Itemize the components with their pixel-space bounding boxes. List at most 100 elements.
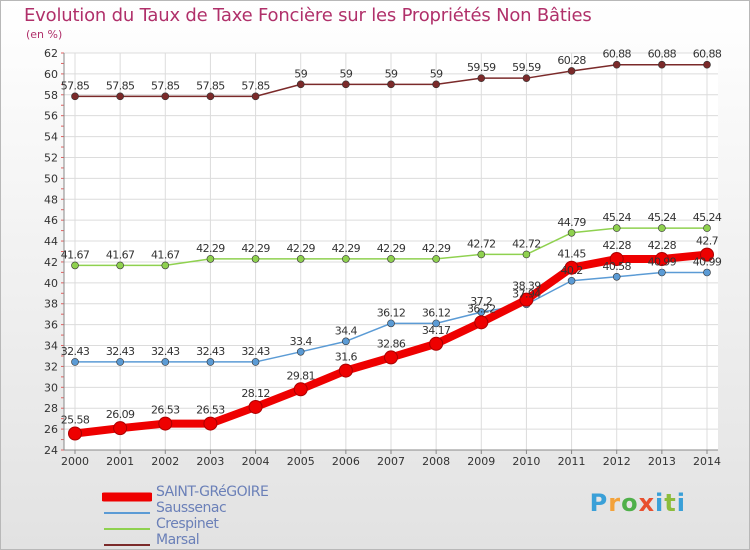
data-label: 37.2 [470, 295, 492, 308]
data-label: 31.6 [335, 351, 358, 364]
data-label: 45.24 [602, 211, 631, 224]
x-tick-label: 2002 [151, 455, 179, 468]
data-point [564, 260, 579, 275]
y-tick-label: 24 [44, 444, 58, 457]
data-label: 32.43 [106, 345, 135, 358]
data-point [203, 416, 218, 431]
data-point [116, 92, 124, 101]
data-label: 36.22 [467, 302, 496, 315]
data-point [474, 315, 489, 330]
data-point [703, 60, 711, 69]
x-tick-label: 2005 [287, 455, 315, 468]
data-label: 44.79 [557, 216, 586, 229]
y-tick-label: 54 [44, 131, 58, 144]
data-label: 57.85 [106, 79, 135, 92]
y-tick-label: 38 [44, 298, 58, 311]
data-point [612, 224, 621, 232]
data-label: 60.88 [602, 48, 631, 61]
series-3 [71, 60, 711, 101]
data-point [206, 358, 215, 366]
chart-subtitle: (en %) [26, 28, 63, 41]
y-tick-label: 60 [44, 68, 58, 81]
data-label: 42.29 [332, 242, 361, 255]
data-point [429, 336, 444, 351]
data-point [71, 358, 79, 366]
data-label: 34.17 [422, 324, 451, 337]
data-point [293, 382, 308, 397]
data-label: 36.12 [422, 306, 451, 319]
data-label: 26.53 [151, 404, 180, 417]
data-point [567, 228, 576, 237]
data-point [432, 255, 440, 263]
y-tick-label: 36 [44, 319, 58, 332]
legend-label: SAINT-GRéGOIRE [156, 484, 269, 500]
data-label: 26.09 [106, 408, 135, 421]
x-tick-label: 2014 [693, 455, 721, 468]
data-point [251, 92, 260, 101]
y-tick-label: 42 [44, 256, 58, 269]
data-label: 59.59 [512, 61, 541, 74]
y-tick-label: 58 [44, 89, 58, 102]
proxiti-logo[interactable]: Proxiti [589, 489, 686, 517]
data-label: 40.58 [602, 260, 631, 273]
data-point [342, 337, 350, 346]
x-tick-label: 2011 [558, 455, 586, 468]
data-label: 32.86 [377, 337, 406, 350]
data-label: 57.85 [196, 79, 225, 92]
data-point [703, 224, 711, 232]
data-label: 42.28 [602, 239, 631, 252]
data-label: 42.72 [512, 237, 541, 250]
data-point [338, 363, 353, 378]
data-label: 32.43 [241, 345, 270, 358]
data-point [658, 224, 666, 232]
y-tick-label: 34 [44, 340, 58, 353]
data-label: 41.67 [106, 248, 135, 261]
series-2 [71, 224, 711, 270]
data-point [248, 399, 263, 414]
data-label: 36.12 [377, 306, 406, 319]
x-tick-label: 2007 [377, 455, 405, 468]
data-label: 42.29 [196, 242, 225, 255]
legend-swatch-3 [104, 544, 150, 546]
data-label: 57.85 [151, 79, 180, 92]
data-point [251, 358, 260, 366]
data-point [384, 350, 398, 365]
y-tick-label: 26 [44, 423, 58, 436]
data-label: 41.45 [557, 248, 586, 261]
data-label: 40.2 [561, 264, 583, 277]
data-label: 28.12 [241, 387, 270, 400]
data-label: 42.29 [286, 242, 315, 255]
x-tick-label: 2013 [648, 455, 676, 468]
data-point [161, 358, 170, 366]
y-tick-label: 40 [44, 277, 58, 290]
data-point [158, 416, 173, 431]
data-label: 42.72 [467, 237, 496, 250]
y-tick-label: 62 [44, 47, 58, 60]
y-tick-label: 56 [44, 110, 58, 123]
data-label: 37.94 [512, 287, 541, 300]
data-label: 42.28 [648, 239, 677, 252]
x-tick-label: 2001 [106, 455, 134, 468]
x-tick-label: 2008 [422, 455, 450, 468]
data-label: 60.88 [693, 48, 722, 61]
data-label: 42.29 [377, 242, 406, 255]
data-point [432, 80, 440, 89]
data-point [161, 92, 170, 101]
data-label: 59 [294, 67, 307, 80]
y-tick-label: 32 [44, 360, 58, 373]
data-label: 59 [430, 67, 443, 80]
data-point [71, 261, 79, 270]
data-point [206, 92, 215, 101]
data-label: 59 [385, 67, 398, 80]
series-1 [71, 268, 711, 366]
data-label: 25.58 [61, 413, 90, 426]
data-label: 45.24 [693, 211, 722, 224]
y-tick-label: 46 [44, 214, 58, 227]
data-label: 29.81 [286, 369, 315, 382]
data-point [612, 60, 621, 69]
data-point [567, 67, 576, 75]
data-point [658, 268, 666, 277]
data-label: 32.43 [61, 345, 90, 358]
legend-swatch-2 [104, 528, 150, 530]
